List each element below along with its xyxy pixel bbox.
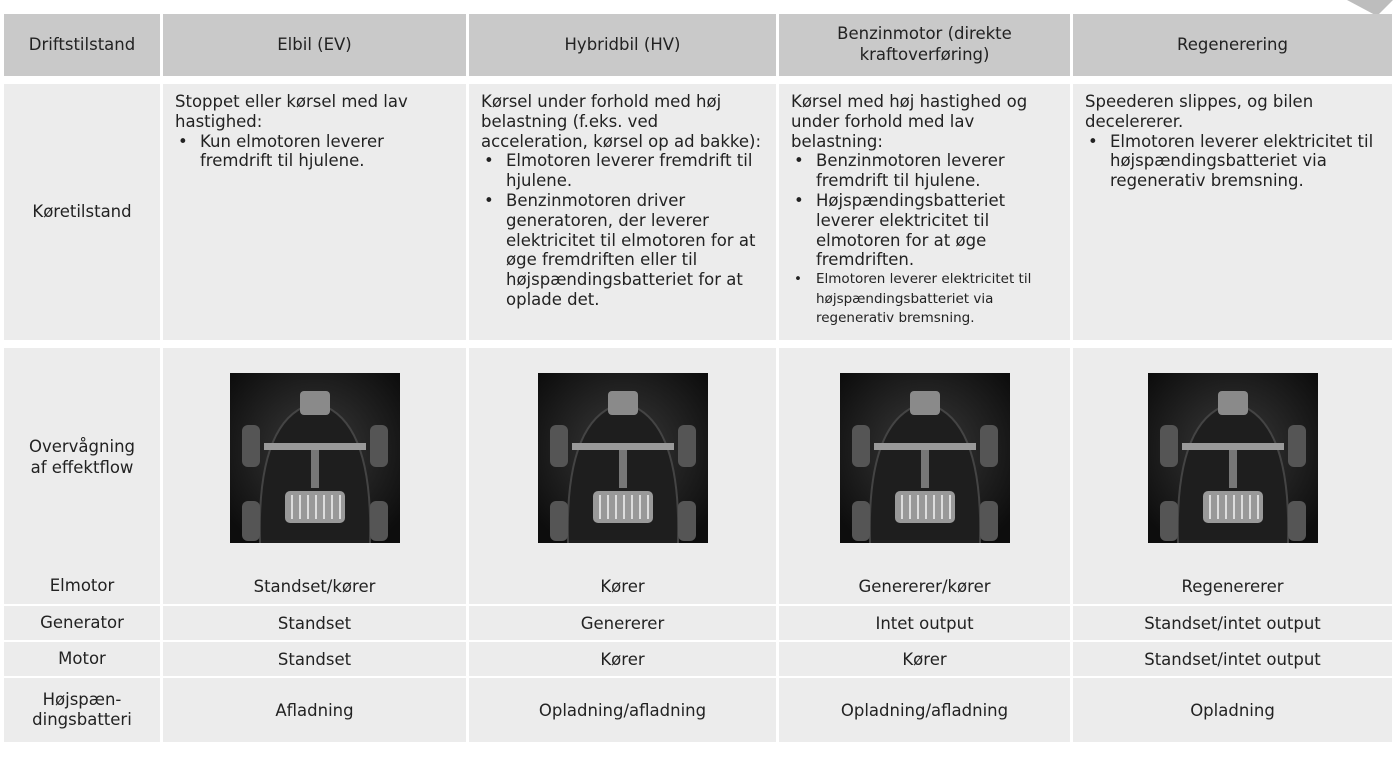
- state-intro: Kørsel under forhold med høj belastning …: [481, 92, 762, 151]
- bullet-item: Elmotoren leverer elektricitet til højsp…: [1085, 132, 1380, 191]
- row-label: Højspæn-dingsbatteri: [4, 678, 160, 742]
- power-flow-image: [537, 373, 708, 543]
- image-cell: [1073, 348, 1392, 568]
- status-cell: Kører: [469, 568, 776, 604]
- bullet-list: Elmotoren leverer fremdrift til hjulene.…: [481, 151, 764, 309]
- status-cell: Standset: [163, 606, 466, 640]
- bullet-item: Højspændingsbatteriet leverer elektricit…: [791, 191, 1058, 270]
- power-flow-image: [1147, 373, 1318, 543]
- status-cell: Genererer/kører: [779, 568, 1070, 604]
- status-cell: Opladning: [1073, 678, 1392, 742]
- row-label-text: Overvågning af effektflow: [28, 437, 135, 477]
- bullet-list: Benzinmotoren leverer fremdrift til hjul…: [791, 151, 1058, 328]
- row-label-text: Motor: [58, 649, 106, 669]
- row-label-text: Højspæn-dingsbatteri: [32, 690, 132, 729]
- power-flow-image: [229, 373, 400, 543]
- row-label: Overvågning af effektflow: [4, 348, 160, 568]
- image-cell: [469, 348, 776, 568]
- state-intro: Kørsel med høj hastighed og under forhol…: [791, 92, 1028, 151]
- image-cell: [779, 348, 1070, 568]
- status-cell: Standset/kører: [163, 568, 466, 604]
- state-intro: Stoppet eller kørsel med lav hastighed:: [175, 92, 408, 131]
- state-cell: Stoppet eller kørsel med lav hastighed:K…: [163, 84, 466, 340]
- header-cell: Hybridbil (HV): [469, 14, 776, 76]
- power-mode-table: Driftstilstand Elbil (EV) Hybridbil (HV) Be…: [4, 14, 1392, 742]
- header-cell: Regenerering: [1073, 14, 1392, 76]
- row-label-text: Generator: [40, 613, 124, 633]
- status-cell: Regenererer: [1073, 568, 1392, 604]
- bullet-item: Elmotoren leverer fremdrift til hjulene.: [481, 151, 764, 191]
- row-label: Motor: [4, 642, 160, 676]
- status-cell: Opladning/afladning: [779, 678, 1070, 742]
- row-label-text: Elmotor: [49, 576, 115, 596]
- header-cell: Benzinmotor (direkte kraftoverføring): [779, 14, 1070, 76]
- status-cell: Opladning/afladning: [469, 678, 776, 742]
- state-cell: Speederen slippes, og bilen decelererer.…: [1073, 84, 1392, 340]
- header-cell: Driftstilstand: [4, 14, 160, 76]
- status-cell: Standset/intet output: [1073, 606, 1392, 640]
- status-cell: Kører: [469, 642, 776, 676]
- status-cell: Afladning: [163, 678, 466, 742]
- state-cell: Kørsel under forhold med høj belastning …: [469, 84, 776, 340]
- status-cell: Standset/intet output: [1073, 642, 1392, 676]
- bullet-item: Kun elmotoren leverer fremdrift til hjul…: [175, 132, 454, 172]
- state-cell: Kørsel med høj hastighed og under forhol…: [779, 84, 1070, 340]
- power-flow-image: [839, 373, 1010, 543]
- bullet-item: Benzinmotoren driver generatoren, der le…: [481, 191, 764, 310]
- bullet-item: Benzinmotoren leverer fremdrift til hjul…: [791, 151, 1058, 191]
- state-intro: Speederen slippes, og bilen decelererer.: [1085, 92, 1314, 131]
- status-cell: Standset: [163, 642, 466, 676]
- bullet-list: Elmotoren leverer elektricitet til højsp…: [1085, 132, 1380, 191]
- row-label: Generator: [4, 606, 160, 640]
- row-label-text: Køretilstand: [32, 201, 132, 221]
- bullet-list: Kun elmotoren leverer fremdrift til hjul…: [175, 132, 454, 172]
- corner-decoration: [1347, 0, 1393, 16]
- header-cell: Elbil (EV): [163, 14, 466, 76]
- status-cell: Kører: [779, 642, 1070, 676]
- row-label: Køretilstand: [4, 84, 160, 340]
- status-cell: Intet output: [779, 606, 1070, 640]
- image-cell: [163, 348, 466, 568]
- bullet-item: Elmotoren leverer elektricitet til højsp…: [791, 270, 1058, 329]
- status-cell: Genererer: [469, 606, 776, 640]
- row-label: Elmotor: [4, 568, 160, 604]
